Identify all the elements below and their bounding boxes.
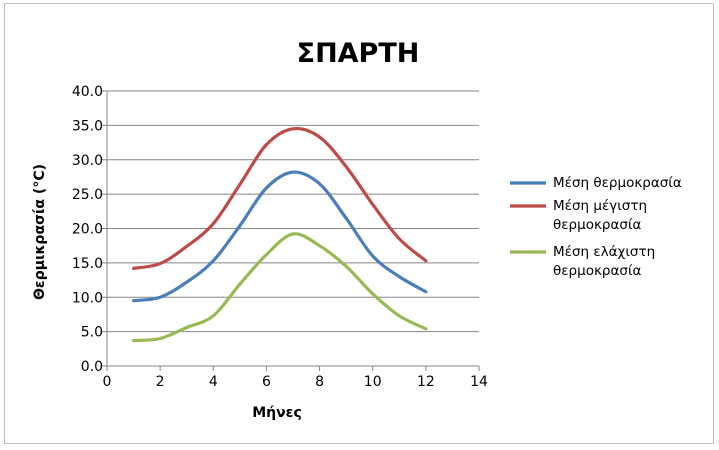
- x-tick-label: 6: [262, 374, 271, 390]
- x-axis-title: Μήνες: [252, 405, 302, 421]
- y-tick-label: 10.0: [72, 290, 103, 306]
- x-tick-label: 8: [315, 374, 324, 390]
- x-tick-labels: 0 2 4 6 8 10 12 14: [103, 374, 488, 390]
- x-tick-label: 12: [417, 374, 435, 390]
- legend-label: θερμοκρασία: [553, 217, 642, 233]
- x-tick-label: 4: [209, 374, 218, 390]
- legend-entry: Μέση ελάχιστη θερμοκρασία: [510, 244, 655, 279]
- x-tick-label: 14: [470, 374, 488, 390]
- y-tick-label: 30.0: [72, 153, 103, 169]
- y-tick-label: 15.0: [72, 256, 103, 272]
- x-tick-label: 2: [156, 374, 165, 390]
- legend-entry: Μέση θερμοκρασία: [510, 175, 682, 191]
- x-tick-label: 0: [103, 374, 112, 390]
- series-line-3: [131, 232, 428, 343]
- y-axis-title: Θερμικρασία (°C): [32, 164, 48, 300]
- y-tick-label: 0.0: [81, 359, 103, 375]
- legend-label: Μέση ελάχιστη: [553, 244, 655, 260]
- legend-label: Μέση θερμοκρασία: [553, 175, 682, 191]
- y-tick-labels: 0.0 5.0 10.0 15.0 20.0 25.0 30.0 35.0 40.0: [72, 84, 103, 375]
- chart-title: ΣΠΑΡΤΗ: [297, 38, 420, 69]
- axes: [102, 90, 480, 371]
- y-tick-label: 25.0: [72, 187, 103, 203]
- x-tick-label: 10: [364, 374, 382, 390]
- y-tick-label: 5.0: [81, 325, 103, 341]
- series-line-1: [131, 170, 428, 303]
- y-tick-label: 40.0: [72, 84, 103, 100]
- legend-label: θερμοκρασία: [553, 263, 642, 279]
- legend-label: Μέση μέγιστη: [553, 198, 647, 214]
- series-line-2: [131, 126, 428, 270]
- series-lines: [131, 126, 428, 343]
- y-tick-label: 35.0: [72, 118, 103, 134]
- legend-entry: Μέση μέγιστη θερμοκρασία: [510, 198, 647, 233]
- chart-frame: ΣΠΑΡΤΗ 0.0 5.0 10.0 15.0 20.0 25.0 30.0 35.0 40.…: [4, 3, 714, 444]
- y-tick-label: 20.0: [72, 222, 103, 238]
- line-chart: ΣΠΑΡΤΗ 0.05.010.015.020.025.030.035.040.…: [32, 38, 682, 421]
- gridlines: [107, 90, 479, 333]
